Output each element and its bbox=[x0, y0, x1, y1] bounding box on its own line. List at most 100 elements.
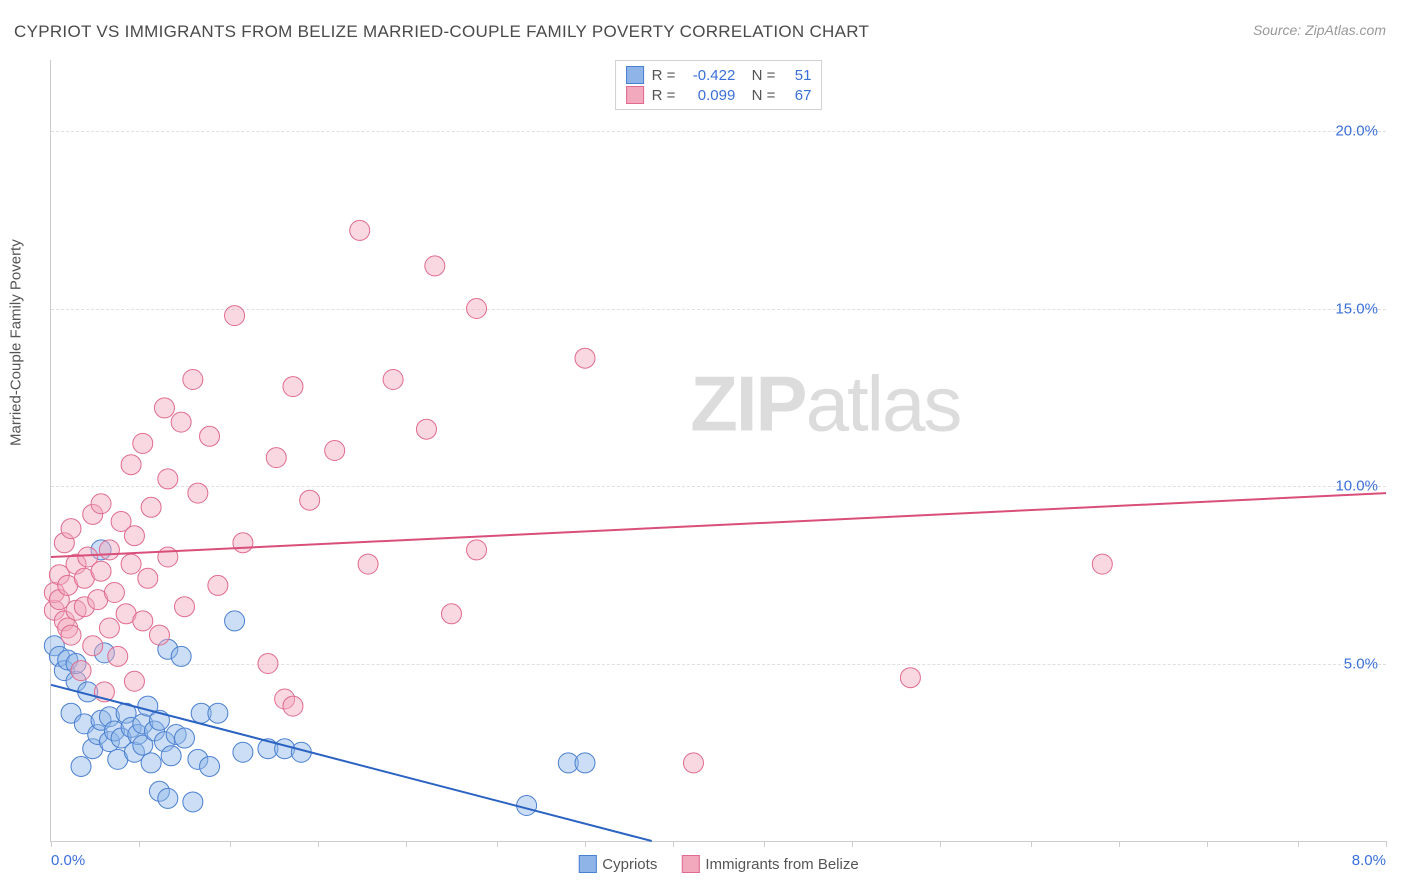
stat-label: R = bbox=[652, 87, 676, 104]
x-tick-mark bbox=[764, 841, 765, 847]
x-tick-mark bbox=[230, 841, 231, 847]
x-tick-label: 0.0% bbox=[51, 852, 85, 869]
source-attribution: Source: ZipAtlas.com bbox=[1253, 22, 1386, 38]
data-point bbox=[900, 668, 920, 688]
data-point bbox=[133, 433, 153, 453]
legend-series: Cypriots Immigrants from Belize bbox=[578, 855, 858, 873]
x-tick-mark bbox=[318, 841, 319, 847]
data-point bbox=[171, 412, 191, 432]
x-tick-mark bbox=[1207, 841, 1208, 847]
stat-label: R = bbox=[652, 67, 676, 84]
chart-title: CYPRIOT VS IMMIGRANTS FROM BELIZE MARRIE… bbox=[14, 22, 869, 42]
x-tick-mark bbox=[497, 841, 498, 847]
x-tick-mark bbox=[51, 841, 52, 847]
data-point bbox=[141, 497, 161, 517]
data-point bbox=[121, 455, 141, 475]
data-point bbox=[124, 526, 144, 546]
data-point bbox=[258, 654, 278, 674]
stat-r-value: -0.422 bbox=[683, 67, 735, 84]
data-point bbox=[83, 636, 103, 656]
data-point bbox=[283, 377, 303, 397]
legend-stats-row: R = 0.099 N = 67 bbox=[626, 85, 812, 105]
chart-area: ZIPatlas 5.0%10.0%15.0%20.0% 0.0%8.0% R … bbox=[50, 60, 1386, 842]
legend-label: Immigrants from Belize bbox=[705, 856, 858, 873]
legend-swatch-pink bbox=[626, 86, 644, 104]
data-point bbox=[208, 703, 228, 723]
legend-item: Cypriots bbox=[578, 855, 657, 873]
legend-item: Immigrants from Belize bbox=[681, 855, 858, 873]
stat-n-value: 51 bbox=[783, 67, 811, 84]
data-point bbox=[104, 583, 124, 603]
data-point bbox=[425, 256, 445, 276]
data-point bbox=[133, 611, 153, 631]
data-point bbox=[99, 540, 119, 560]
data-point bbox=[575, 348, 595, 368]
data-point bbox=[442, 604, 462, 624]
data-point bbox=[233, 742, 253, 762]
data-point bbox=[1092, 554, 1112, 574]
data-point bbox=[283, 696, 303, 716]
x-tick-label: 8.0% bbox=[1352, 852, 1386, 869]
legend-label: Cypriots bbox=[602, 856, 657, 873]
data-point bbox=[91, 494, 111, 514]
x-tick-mark bbox=[1031, 841, 1032, 847]
stat-label: N = bbox=[743, 67, 775, 84]
x-tick-mark bbox=[1119, 841, 1120, 847]
data-point bbox=[225, 306, 245, 326]
x-tick-mark bbox=[852, 841, 853, 847]
data-point bbox=[208, 575, 228, 595]
data-point bbox=[149, 625, 169, 645]
x-tick-mark bbox=[139, 841, 140, 847]
data-point bbox=[61, 625, 81, 645]
x-tick-mark bbox=[940, 841, 941, 847]
data-point bbox=[300, 490, 320, 510]
data-point bbox=[266, 448, 286, 468]
data-point bbox=[71, 756, 91, 776]
data-point bbox=[154, 398, 174, 418]
data-point bbox=[61, 519, 81, 539]
scatter-plot bbox=[51, 60, 1386, 841]
data-point bbox=[91, 561, 111, 581]
data-point bbox=[108, 646, 128, 666]
data-point bbox=[124, 671, 144, 691]
legend-swatch-blue bbox=[626, 66, 644, 84]
x-tick-mark bbox=[585, 841, 586, 847]
legend-stats-row: R = -0.422 N = 51 bbox=[626, 65, 812, 85]
stat-r-value: 0.099 bbox=[683, 87, 735, 104]
data-point bbox=[171, 646, 191, 666]
data-point bbox=[200, 426, 220, 446]
data-point bbox=[175, 597, 195, 617]
data-point bbox=[517, 796, 537, 816]
data-point bbox=[225, 611, 245, 631]
data-point bbox=[233, 533, 253, 553]
data-point bbox=[175, 728, 195, 748]
data-point bbox=[467, 299, 487, 319]
data-point bbox=[99, 618, 119, 638]
data-point bbox=[350, 220, 370, 240]
legend-swatch-blue bbox=[578, 855, 596, 873]
data-point bbox=[575, 753, 595, 773]
data-point bbox=[188, 483, 208, 503]
data-point bbox=[158, 547, 178, 567]
x-tick-mark bbox=[1298, 841, 1299, 847]
data-point bbox=[138, 568, 158, 588]
x-tick-mark bbox=[1386, 841, 1387, 847]
stat-label: N = bbox=[743, 87, 775, 104]
data-point bbox=[161, 746, 181, 766]
data-point bbox=[183, 370, 203, 390]
x-tick-mark bbox=[673, 841, 674, 847]
data-point bbox=[416, 419, 436, 439]
data-point bbox=[200, 756, 220, 776]
legend-swatch-pink bbox=[681, 855, 699, 873]
data-point bbox=[358, 554, 378, 574]
data-point bbox=[121, 554, 141, 574]
data-point bbox=[71, 661, 91, 681]
data-point bbox=[683, 753, 703, 773]
data-point bbox=[325, 441, 345, 461]
data-point bbox=[467, 540, 487, 560]
data-point bbox=[158, 788, 178, 808]
legend-stats: R = -0.422 N = 51 R = 0.099 N = 67 bbox=[615, 60, 823, 110]
y-axis-title: Married-Couple Family Poverty bbox=[8, 239, 25, 446]
data-point bbox=[158, 469, 178, 489]
trend-line bbox=[51, 493, 1386, 557]
